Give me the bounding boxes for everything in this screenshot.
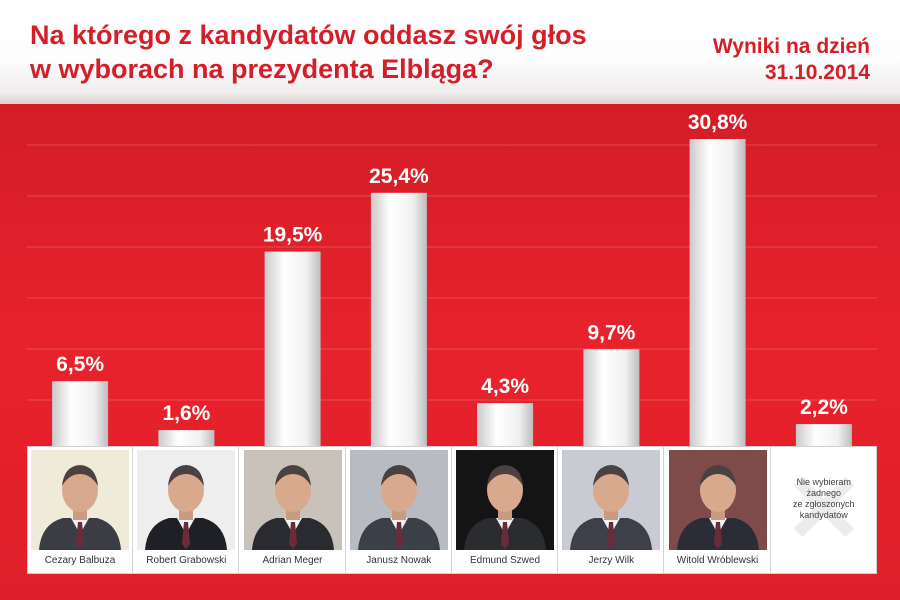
bar: [370, 192, 427, 446]
no-candidate-text: Nie wybieram żadnego ze zgłoszonych kandyda…: [778, 477, 870, 521]
no-candidate-text-line: żadnego: [806, 488, 842, 498]
bar: [158, 430, 215, 446]
bar: [795, 424, 852, 446]
candidate-name: Edmund Szwed: [469, 555, 541, 566]
bar-value-label: 19,5%: [263, 224, 323, 247]
candidate-card: Adrian Meger: [241, 447, 346, 573]
candidate-photo-strip: Cezary Balbuza Robert Grabowski Adrian Meg…: [27, 446, 877, 574]
candidate-card: Cezary Balbuza: [28, 447, 133, 573]
date-value: 31.10.2014: [764, 61, 870, 84]
grid-lines: [27, 144, 877, 401]
no-candidate-text-line: ze zgłoszonych: [793, 499, 855, 509]
candidate-card: Jerzy Wilk: [559, 447, 665, 573]
candidate-photo: [137, 450, 236, 550]
candidate-card: Edmund Szwed: [453, 447, 558, 573]
candidate-name: Witold Wróblewski: [676, 555, 759, 566]
bar-value-label: 25,4%: [369, 165, 429, 188]
candidate-name: Janusz Nowak: [366, 555, 432, 566]
candidate-photo: [349, 450, 448, 550]
no-candidate-text-line: kandydatów: [799, 510, 848, 520]
bar: [477, 403, 534, 446]
bars-group: [52, 139, 852, 446]
bar-value-label: 2,2%: [800, 396, 848, 419]
candidate-card: Janusz Nowak: [347, 447, 452, 573]
candidate-name: Robert Grabowski: [146, 555, 227, 566]
x-icon: ✕: [783, 456, 865, 563]
bar: [52, 381, 109, 446]
header-banner: Na którego z kandydatów oddasz swój głos…: [0, 0, 900, 104]
bar-value-label: 30,8%: [688, 111, 748, 134]
bar-value-label: 9,7%: [587, 321, 635, 344]
bar-value-label: 6,5%: [56, 353, 104, 376]
title-line-2: w wyborach na prezydenta Elbląga?: [30, 54, 494, 84]
candidate-name: Cezary Balbuza: [44, 555, 116, 566]
candidate-photo: [456, 450, 554, 550]
bar-value-label: 4,3%: [481, 375, 529, 398]
candidate-card: Witold Wróblewski: [666, 447, 771, 573]
candidate-card: Robert Grabowski: [134, 447, 240, 573]
bar: [689, 139, 746, 446]
bar-value-label: 1,6%: [162, 402, 210, 425]
page-title: Na którego z kandydatów oddasz swój głos…: [30, 18, 670, 86]
bar: [264, 251, 321, 446]
candidate-photo: [562, 450, 661, 550]
bar: [583, 349, 640, 446]
candidate-name: Adrian Meger: [262, 555, 323, 566]
results-date: Wyniki na dzień 31.10.2014: [630, 34, 870, 86]
candidate-name: Jerzy Wilk: [588, 555, 635, 566]
title-line-1: Na którego z kandydatów oddasz swój głos: [30, 20, 587, 50]
value-labels-group: 6,5% 1,6% 19,5% 25,4% 4,3% 9,7% 30,8% 2,2%: [56, 111, 848, 425]
candidate-photo: [668, 450, 767, 550]
candidate-photo: [31, 450, 129, 550]
no-candidate-card: ✕ Nie wybieram żadnego ze zgłoszonych kandyd…: [772, 447, 877, 573]
no-candidate-text-line: Nie wybieram: [796, 477, 852, 487]
candidate-photo: [243, 450, 342, 550]
date-label: Wyniki na dzień: [712, 35, 870, 58]
